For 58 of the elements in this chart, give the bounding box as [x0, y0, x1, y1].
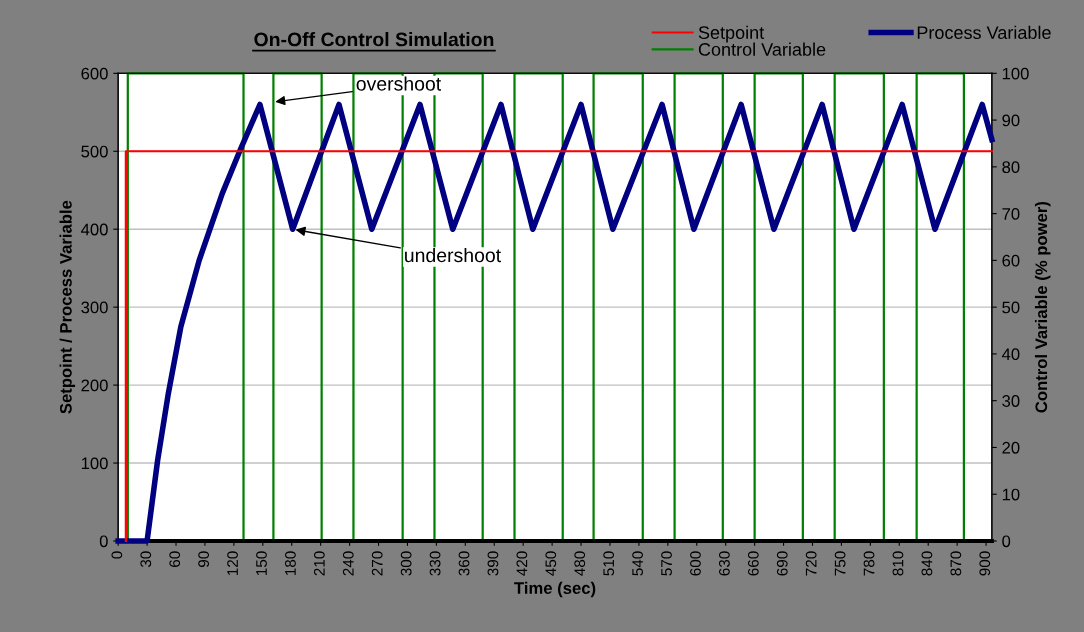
x-axis-title: Time (sec)	[514, 581, 596, 598]
x-tick-label: 360	[458, 551, 470, 576]
x-tick-label: 810	[892, 551, 904, 576]
y-tick-label: 0	[99, 535, 108, 548]
y-tick-label: 400	[81, 223, 108, 236]
x-tick-label: 240	[342, 551, 354, 576]
y-tick-label: 200	[81, 379, 108, 392]
y2-tick-label: 90	[1002, 114, 1020, 127]
y-tick-label: 300	[81, 301, 108, 314]
y-axis-title: Setpoint / Process Variable	[59, 200, 76, 414]
y2-tick-label: 30	[1002, 395, 1020, 407]
y2-tick-label: 50	[1002, 301, 1020, 314]
legend-label: Setpoint	[698, 25, 765, 43]
x-tick-label: 900	[979, 551, 991, 576]
x-tick-label: 840	[921, 551, 933, 576]
x-tick-label: 60	[169, 551, 181, 567]
y2-axis-title: Control Variable (% power)	[1034, 201, 1051, 413]
x-tick-label: 300	[400, 551, 412, 576]
x-tick-label: 660	[747, 551, 759, 576]
y-tick-label: 600	[81, 67, 108, 80]
x-tick-label: 450	[545, 551, 557, 576]
x-tick-label: 480	[574, 551, 586, 576]
y2-tick-label: 100	[1002, 67, 1029, 80]
annotation: undershoot	[405, 247, 501, 263]
annotation: overshoot	[356, 76, 442, 91]
legend-label: Process Variable	[917, 25, 1051, 39]
x-tick-label: 420	[516, 551, 528, 576]
x-tick-label: 510	[603, 551, 615, 576]
y2-tick-label: 0	[1002, 535, 1011, 548]
y2-tick-label: 10	[1002, 488, 1020, 501]
x-tick-label: 30	[140, 551, 152, 568]
y2-tick-label: 40	[1001, 348, 1020, 361]
y-tick-label: 100	[81, 457, 108, 470]
y-tick-label: 500	[81, 145, 108, 158]
x-tick-label: 120	[227, 551, 238, 576]
x-tick-label: 390	[487, 551, 499, 576]
x-tick-label: 210	[313, 551, 325, 576]
x-tick-label: 150	[256, 551, 267, 576]
chart-title: On-Off Control Simulation	[254, 32, 494, 47]
x-tick-label: 870	[950, 551, 962, 576]
x-tick-label: 750	[834, 551, 846, 576]
x-tick-label: 690	[776, 551, 788, 576]
x-tick-label: 780	[863, 551, 875, 576]
legend-label: Control Variable	[698, 42, 826, 56]
y2-tick-label: 60	[1002, 254, 1020, 267]
x-tick-label: 600	[690, 551, 701, 576]
x-tick-label: 90	[198, 551, 210, 567]
x-tick-label: 270	[371, 551, 383, 576]
x-tick-label: 630	[718, 551, 730, 576]
y2-tick-label: 20	[1002, 441, 1020, 454]
x-tick-label: 720	[805, 551, 817, 576]
x-tick-label: 330	[429, 551, 441, 576]
x-tick-label: 570	[661, 551, 672, 576]
x-tick-label: 540	[632, 551, 644, 576]
y2-tick-label: 70	[1002, 208, 1020, 220]
y2-tick-label: 80	[1002, 161, 1020, 174]
x-tick-label: 0	[111, 551, 123, 559]
x-tick-label: 180	[285, 551, 296, 576]
